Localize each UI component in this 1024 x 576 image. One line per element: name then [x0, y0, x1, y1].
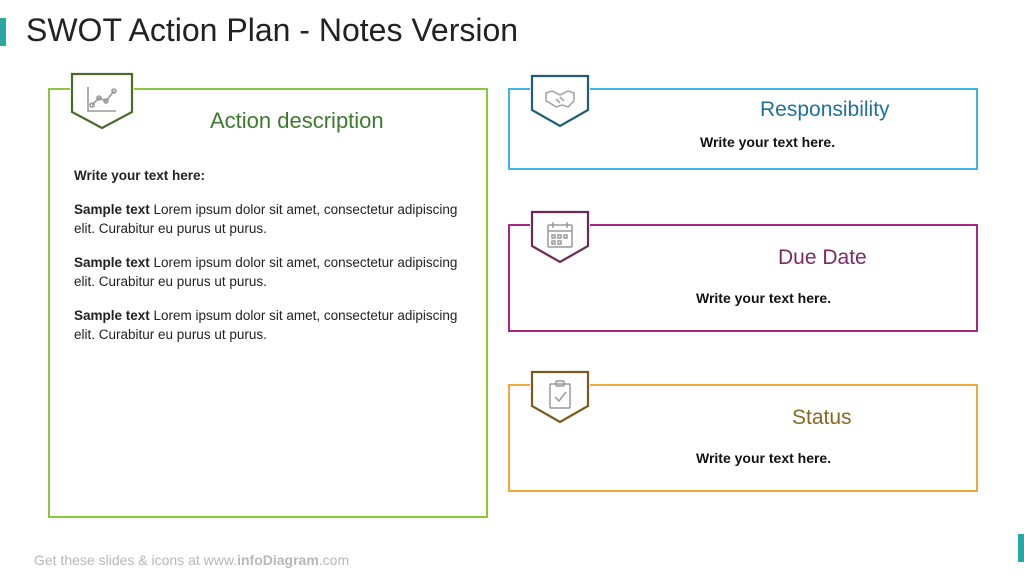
calendar-icon	[542, 217, 578, 253]
responsibility-heading: Responsibility	[760, 98, 890, 122]
status-sub: Write your text here.	[696, 450, 831, 466]
action-body: Write your text here: Sample text Lorem …	[74, 166, 462, 345]
action-intro: Write your text here:	[74, 168, 205, 183]
responsibility-sub: Write your text here.	[700, 134, 835, 150]
status-heading: Status	[792, 406, 852, 430]
due-date-panel: Due Date Write your text here.	[508, 224, 978, 332]
due-date-sub: Write your text here.	[696, 290, 831, 306]
action-item: Sample text Lorem ipsum dolor sit amet, …	[74, 253, 462, 292]
accent-bar-right	[1018, 534, 1024, 562]
handshake-icon	[542, 81, 578, 117]
clipboard-check-icon	[542, 377, 578, 413]
due-date-heading: Due Date	[778, 246, 867, 270]
status-badge	[530, 370, 590, 424]
responsibility-panel: Responsibility Write your text here.	[508, 88, 978, 170]
action-item: Sample text Lorem ipsum dolor sit amet, …	[74, 306, 462, 345]
due-date-badge	[530, 210, 590, 264]
action-panel: Action description Write your text here:…	[48, 88, 488, 518]
status-panel: Status Write your text here.	[508, 384, 978, 492]
footer-attribution: Get these slides & icons at www.infoDiag…	[34, 552, 349, 568]
action-item: Sample text Lorem ipsum dolor sit amet, …	[74, 200, 462, 239]
responsibility-badge	[530, 74, 590, 128]
growth-chart-icon	[84, 81, 120, 117]
action-badge	[70, 72, 134, 130]
page-title: SWOT Action Plan - Notes Version	[26, 12, 518, 49]
action-heading: Action description	[210, 108, 384, 134]
accent-bar-left	[0, 18, 6, 46]
